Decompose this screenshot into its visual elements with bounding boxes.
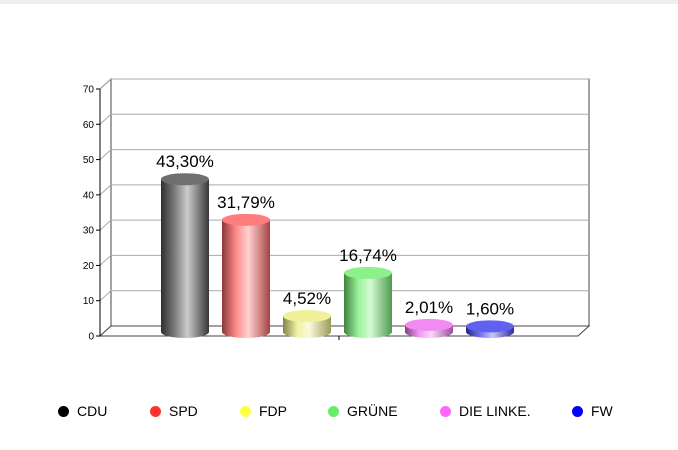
y-tick-label: 50 [83,155,95,166]
legend-dot-icon [572,405,583,417]
y-tick-label: 60 [83,120,95,131]
bar-gr-ne [344,266,392,338]
bar-fdp [283,310,331,338]
legend-item: SPD [150,401,198,421]
bar-top [344,266,392,279]
legend-item: GRÜNE [328,401,398,421]
legend-label: FDP [259,403,287,419]
bar-chart: 0 10 20 30 40 50 60 70 43,30% 31,79% 4,52% 16,74% 2… [83,77,591,343]
gridline-side [99,184,112,196]
gridline-side [99,290,112,302]
legend: CDU SPD FDP GRÜNE DIE LINKE. FW [58,401,658,421]
bar-die-linke [405,318,453,338]
gridline-side [99,255,112,266]
bars [161,173,514,338]
legend-item: FDP [240,401,287,421]
legend-dot-icon [440,405,451,417]
bar-top [161,173,209,186]
legend-label: GRÜNE [347,403,398,419]
bar-top [466,320,514,333]
legend-item: DIE LINKE. [440,401,531,421]
data-label: 31,79% [217,193,275,212]
legend-dot-icon [328,405,339,417]
y-tick-label: 40 [83,190,95,201]
bar-top [405,318,453,331]
gridline-side [99,149,112,160]
top-bar [0,0,678,4]
legend-dot-icon [150,405,161,417]
bar-body [344,272,392,338]
y-tick-label: 20 [83,261,95,272]
gridline-side [99,113,112,125]
legend-item: CDU [58,401,107,421]
bar-body [161,179,209,338]
bar-top [283,310,331,323]
data-label: 4,52% [283,289,331,308]
legend-label: SPD [169,403,198,419]
y-tick-label: 0 [88,332,94,343]
legend-item: FW [572,401,613,421]
bar-spd [222,213,270,338]
legend-dot-icon [240,405,251,417]
data-labels: 43,30% 31,79% 4,52% 16,74% 2,01% 1,60% [156,152,514,318]
legend-dot-icon [58,405,69,417]
y-axis: 0 10 20 30 40 50 60 70 [83,85,340,343]
y-tick-label: 10 [83,296,95,307]
bar-body [222,219,270,338]
bar-top [222,213,270,226]
data-label: 1,60% [466,299,514,318]
data-label: 16,74% [339,246,397,265]
legend-label: DIE LINKE. [459,403,531,419]
bar-fw [466,320,514,338]
gridline-side [99,219,112,231]
data-label: 2,01% [405,298,453,317]
gridline-side [99,78,112,90]
legend-label: FW [591,403,613,419]
bar-body [283,316,331,338]
data-label: 43,30% [156,152,214,171]
legend-label: CDU [77,403,108,419]
y-tick-label: 70 [83,85,95,96]
bar-cdu [161,173,209,338]
y-tick-label: 30 [83,226,95,237]
left-wall [99,77,112,338]
